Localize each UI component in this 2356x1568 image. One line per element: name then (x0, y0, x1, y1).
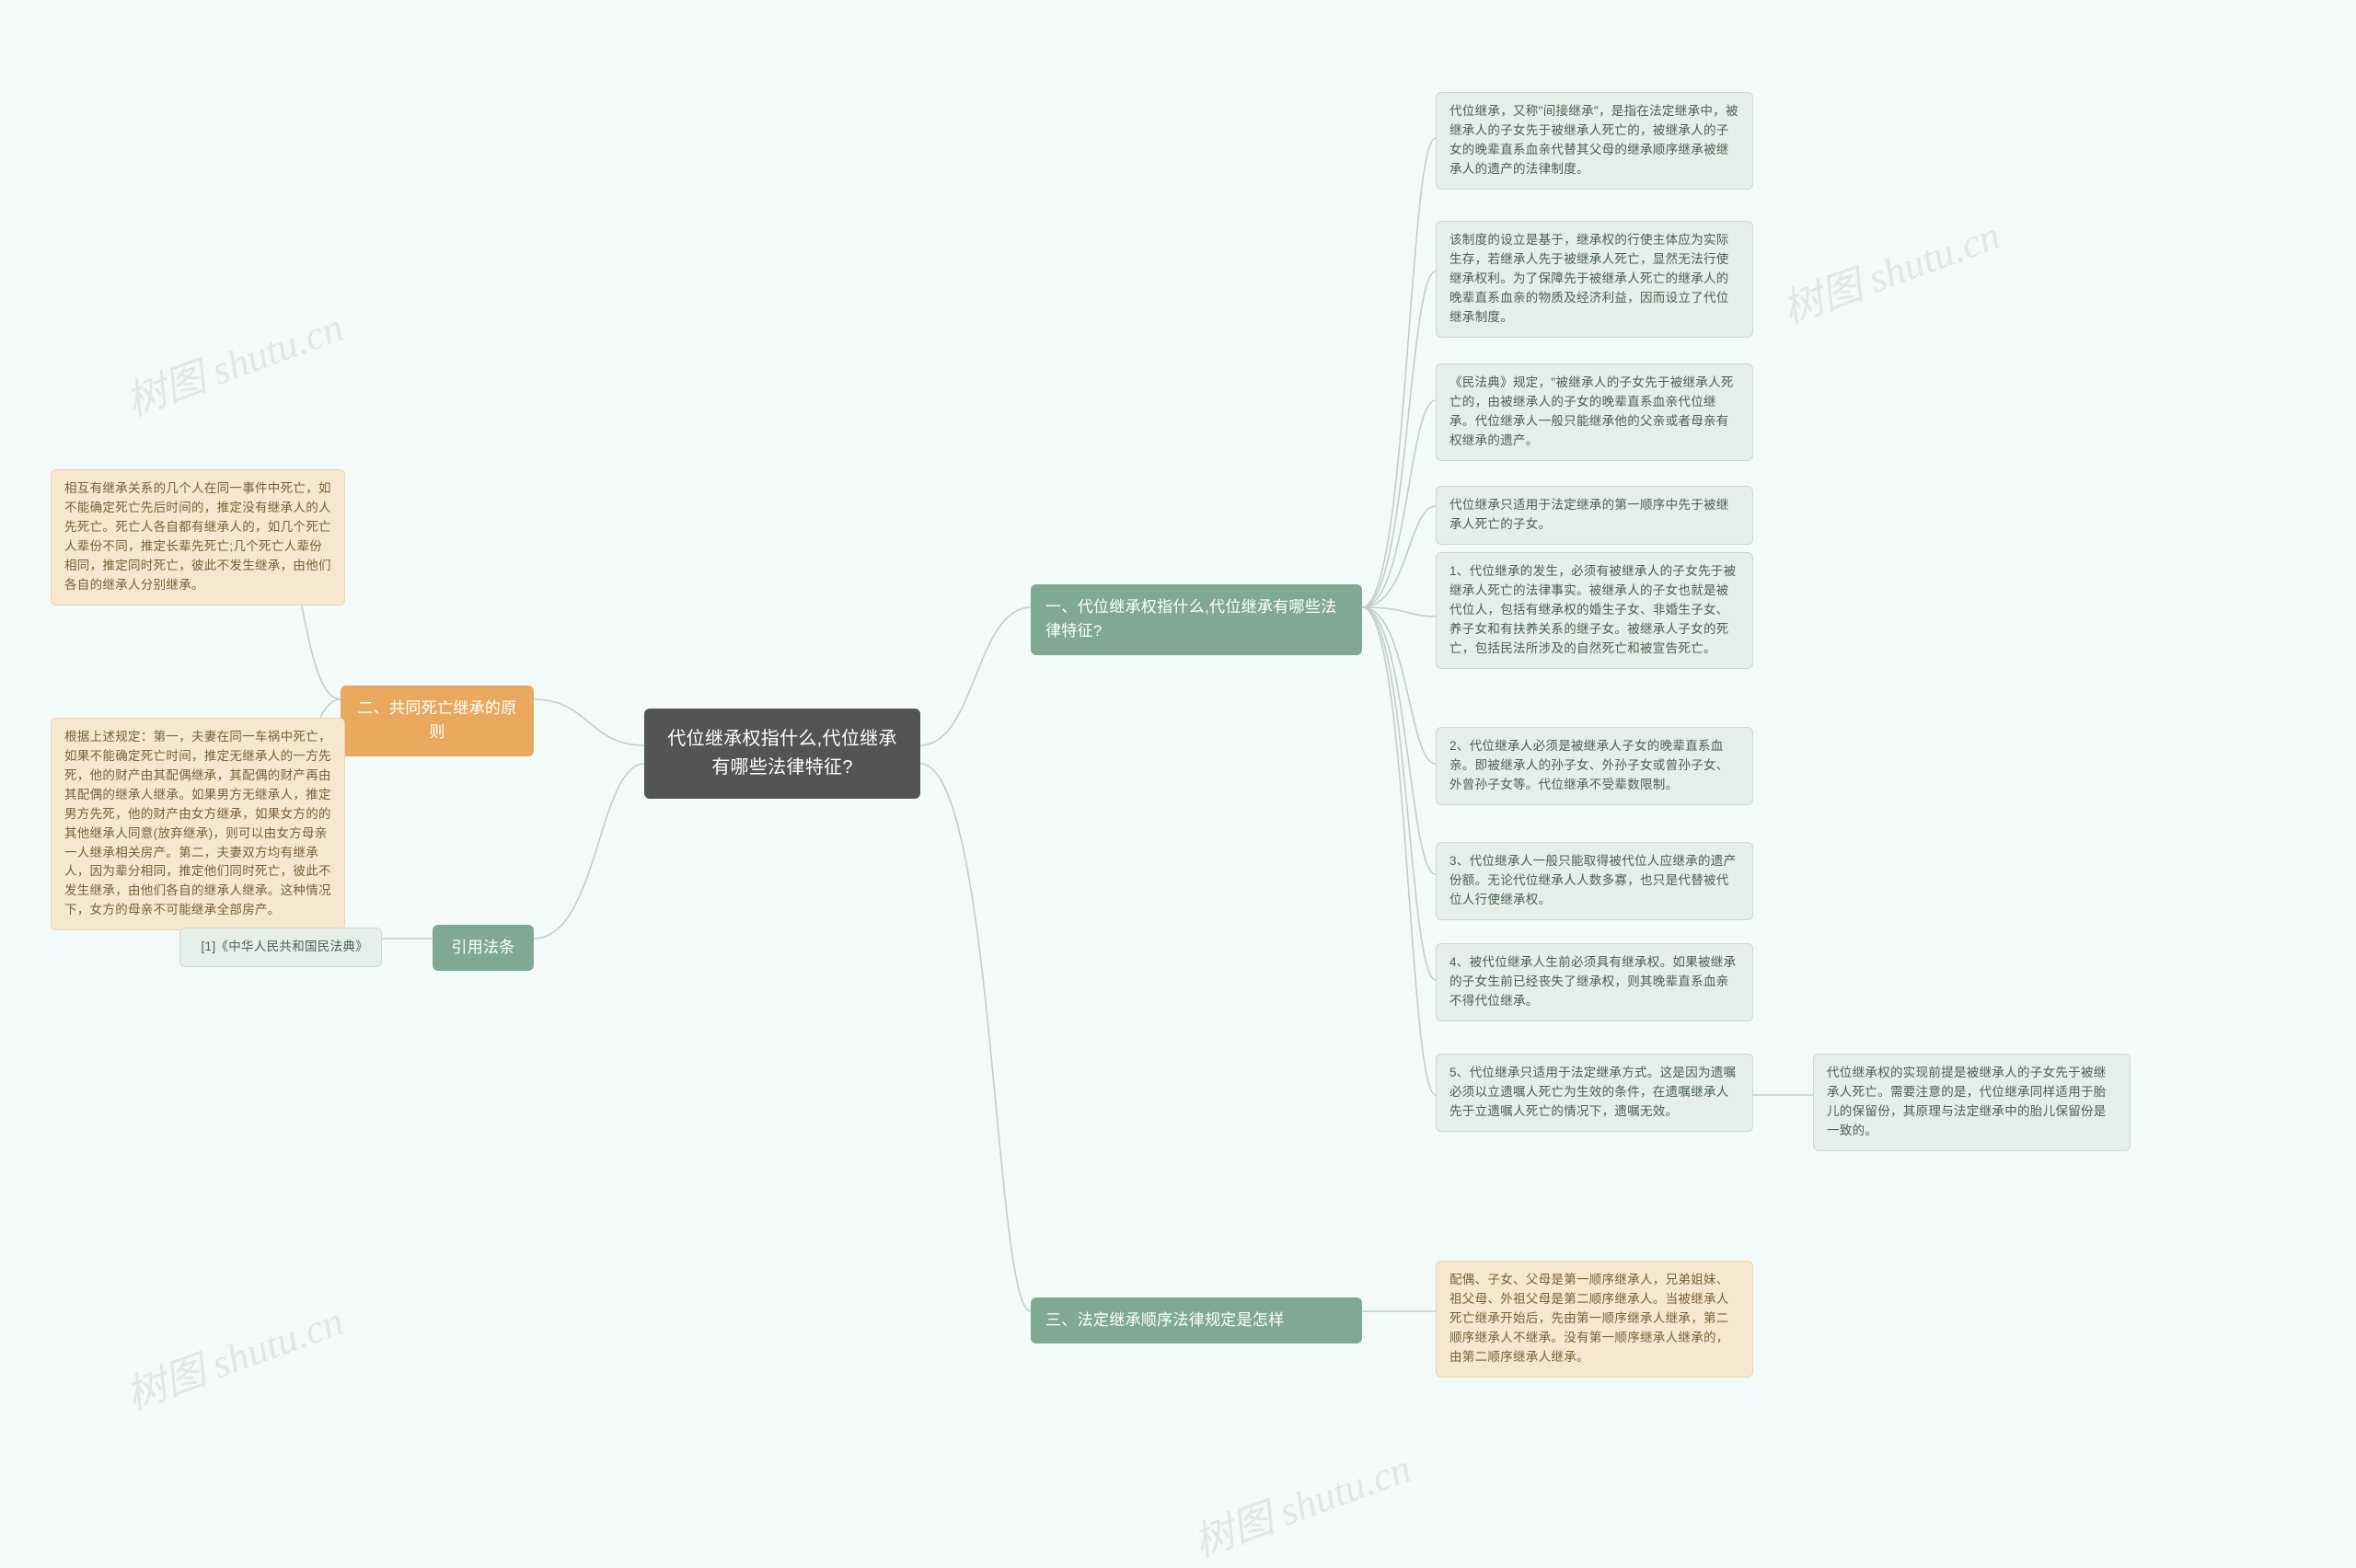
b1-child-8: 4、被代位继承人生前必须具有继承权。如果被继承的子女生前已经丧失了继承权，则其晚… (1436, 943, 1753, 1021)
b2-child-2: 根据上述规定：第一，夫妻在同一车祸中死亡，如果不能确定死亡时间，推定无继承人的一… (51, 718, 345, 930)
b1-child-3: 《民法典》规定，"被继承人的子女先于被继承人死亡的，由被继承人的子女的晚辈直系血… (1436, 363, 1753, 461)
ref-child-1: [1]《中华人民共和国民法典》 (179, 928, 382, 967)
root-node: 代位继承权指什么,代位继承有哪些法律特征? (644, 709, 920, 799)
b1-child-6: 2、代位继承人必须是被继承人子女的晚辈直系血亲。即被继承人的孙子女、外孙子女或曾… (1436, 727, 1753, 805)
b1-child-9-sub: 代位继承权的实现前提是被继承人的子女先于被继承人死亡。需要注意的是，代位继承同样… (1813, 1054, 2131, 1151)
watermark: 树图 shutu.cn (117, 1288, 351, 1422)
b1-child-9: 5、代位继承只适用于法定继承方式。这是因为遗嘱必须以立遗嘱人死亡为生效的条件，在… (1436, 1054, 1753, 1132)
watermark: 树图 shutu.cn (117, 294, 351, 428)
b1-child-7: 3、代位继承人一般只能取得被代位人应继承的遗产份额。无论代位继承人人数多寡，也只… (1436, 842, 1753, 920)
b1-child-1: 代位继承，又称"间接继承"，是指在法定继承中，被继承人的子女先于被继承人死亡的，… (1436, 92, 1753, 190)
b2-child-1: 相互有继承关系的几个人在同一事件中死亡，如不能确定死亡先后时间的，推定没有继承人… (51, 469, 345, 605)
b1-child-2: 该制度的设立是基于，继承权的行使主体应为实际生存，若继承人先于被继承人死亡，显然… (1436, 221, 1753, 338)
watermark: 树图 shutu.cn (1773, 202, 2007, 336)
b3-child-1: 配偶、子女、父母是第一顺序继承人，兄弟姐妹、祖父母、外祖父母是第二顺序继承人。当… (1436, 1261, 1753, 1378)
branch-ref: 引用法条 (433, 925, 534, 971)
branch-3: 三、法定继承顺序法律规定是怎样 (1031, 1297, 1362, 1343)
branch-1: 一、代位继承权指什么,代位继承有哪些法律特征? (1031, 584, 1362, 655)
branch-2: 二、共同死亡继承的原则 (341, 686, 534, 756)
b1-child-5: 1、代位继承的发生，必须有被继承人的子女先于被继承人死亡的法律事实。被继承人的子… (1436, 552, 1753, 669)
b1-child-4: 代位继承只适用于法定继承的第一顺序中先于被继承人死亡的子女。 (1436, 486, 1753, 545)
watermark: 树图 shutu.cn (1184, 1435, 1418, 1568)
